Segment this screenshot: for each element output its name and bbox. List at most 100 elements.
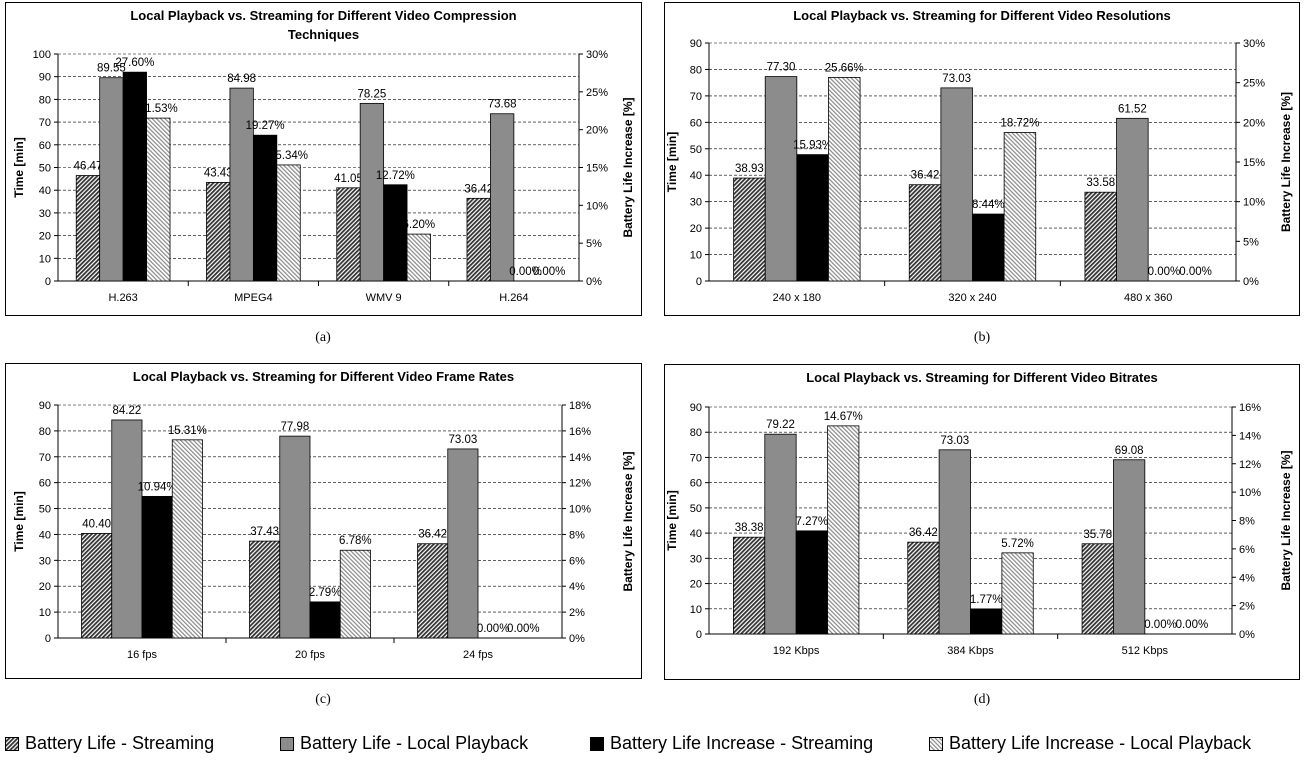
y-tick-label: 40 — [690, 528, 702, 540]
bar-streaming — [1081, 543, 1114, 635]
legend-item-streaming: Battery Life - Streaming — [5, 733, 214, 754]
data-label-local-playback: 89.55 — [97, 63, 126, 75]
bar-streaming — [733, 536, 766, 635]
y2-tick-label: 4% — [1239, 572, 1255, 584]
chart-title: Local Playback vs. Streaming for Differe… — [130, 8, 516, 23]
caption-b: (b) — [973, 330, 991, 345]
data-label-local-playback: 69.08 — [1115, 445, 1144, 457]
bar-increase-local-playback — [146, 117, 171, 282]
y-tick-label: 60 — [690, 478, 702, 490]
y2-tick-label: 5% — [586, 238, 602, 250]
data-label-local-playback: 79.22 — [766, 419, 795, 431]
x-tick-label: MPEG4 — [234, 292, 273, 304]
x-tick-label: 512 Kbps — [1122, 645, 1169, 657]
x-tick-label: 192 Kbps — [773, 645, 820, 657]
bar-local-playback — [764, 433, 797, 635]
bar-increase-streaming — [141, 495, 173, 639]
y-tick-label: 10 — [39, 253, 51, 265]
legend-swatch-gray — [280, 736, 294, 751]
y-tick-label: 0 — [696, 276, 702, 288]
data-label-local-playback: 77.30 — [767, 62, 796, 74]
data-label-streaming: 43.43 — [204, 167, 233, 179]
y-tick-label: 20 — [690, 223, 702, 235]
y-tick-label: 30 — [39, 208, 51, 220]
x-tick-label: 24 fps — [463, 649, 493, 661]
data-label-local-playback: 77.98 — [280, 421, 309, 433]
y2-tick-label: 16% — [1239, 402, 1261, 414]
bar-local-playback — [111, 419, 143, 639]
bar-streaming — [1084, 191, 1117, 282]
data-label-increase-streaming: 10.94% — [138, 481, 177, 493]
x-tick-label: 320 x 240 — [948, 292, 996, 304]
data-label-streaming: 38.38 — [735, 522, 764, 534]
y2-tick-label: 5% — [1243, 236, 1259, 248]
y-tick-label: 20 — [39, 231, 51, 243]
data-label-increase-local-playback: 14.67% — [824, 411, 863, 423]
y2-tick-label: 6% — [1239, 544, 1255, 556]
data-label-streaming: 36.42 — [909, 527, 938, 539]
y-tick-label: 10 — [690, 250, 702, 262]
data-label-streaming: 35.78 — [1083, 529, 1112, 541]
data-label-increase-streaming: 15.93% — [793, 140, 832, 152]
data-label-local-playback: 73.03 — [940, 435, 969, 447]
chart-title: Local Playback vs. Streaming for Differe… — [133, 369, 514, 384]
y2-tick-label: 2% — [1239, 601, 1255, 613]
y2-tick-label: 0% — [569, 633, 585, 645]
chart-panel-frame-rate: Local Playback vs. Streaming for Differe… — [5, 363, 642, 679]
data-label-increase-streaming: 1.77% — [970, 594, 1003, 606]
bar-local-playback — [940, 87, 973, 282]
data-label-increase-local-playback: 0.00% — [507, 623, 540, 635]
data-label-increase-streaming: 0.00% — [509, 266, 542, 278]
chart-title: Local Playback vs. Streaming for Differe… — [793, 8, 1171, 23]
legend-swatch-diag-light — [929, 736, 943, 751]
data-label-increase-local-playback: 0.00% — [1176, 619, 1209, 631]
y-tick-label: 50 — [690, 503, 702, 515]
y-tick-label: 80 — [39, 426, 51, 438]
bar-streaming — [466, 197, 491, 282]
y-tick-label: 60 — [690, 117, 702, 129]
y-tick-label: 50 — [690, 144, 702, 156]
data-label-local-playback: 73.03 — [942, 73, 971, 85]
y-tick-label: 60 — [39, 140, 51, 152]
y-axis-label: Time [min] — [665, 132, 679, 192]
y2-tick-label: 0% — [1239, 629, 1255, 641]
y-tick-label: 20 — [39, 581, 51, 593]
y2-tick-label: 18% — [569, 400, 591, 412]
y-tick-label: 70 — [39, 117, 51, 129]
y-tick-label: 100 — [33, 49, 51, 61]
legend-swatch-black — [590, 736, 604, 751]
bar-local-playback — [1113, 459, 1146, 635]
data-label-increase-streaming: 2.79% — [309, 587, 342, 599]
y-tick-label: 80 — [690, 64, 702, 76]
y-tick-label: 70 — [690, 91, 702, 103]
data-label-increase-streaming: 27.60% — [115, 57, 154, 69]
y2-tick-label: 10% — [569, 504, 591, 516]
bar-streaming — [75, 175, 101, 282]
y2-tick-label: 12% — [569, 478, 591, 490]
y-tick-label: 30 — [690, 553, 702, 565]
y2-axis-label: Battery Life Increase [%] — [621, 97, 635, 237]
chart-svg-frame-rate: Local Playback vs. Streaming for Differe… — [12, 369, 635, 661]
y2-tick-label: 25% — [586, 87, 608, 99]
y-tick-label: 50 — [39, 504, 51, 516]
y-tick-label: 0 — [45, 276, 51, 288]
y-tick-label: 40 — [690, 170, 702, 182]
y-tick-label: 10 — [690, 604, 702, 616]
y2-axis-label: Battery Life Increase [%] — [621, 451, 635, 591]
y2-tick-label: 25% — [1243, 78, 1265, 90]
bar-local-playback — [99, 77, 124, 282]
x-tick-label: 240 x 180 — [773, 292, 821, 304]
bar-increase-local-playback — [1001, 552, 1034, 635]
y-axis-label: Time [min] — [12, 491, 26, 551]
data-label-increase-local-playback: 25.66% — [825, 62, 864, 74]
data-label-streaming: 33.58 — [1086, 177, 1115, 189]
bar-increase-local-playback — [276, 164, 301, 282]
x-tick-label: 384 Kbps — [947, 645, 994, 657]
y2-tick-label: 14% — [569, 452, 591, 464]
chart-panel-bitrate: Local Playback vs. Streaming for Differe… — [664, 364, 1300, 680]
y-tick-label: 90 — [39, 400, 51, 412]
y-tick-label: 80 — [690, 427, 702, 439]
y-tick-label: 30 — [690, 197, 702, 209]
data-label-increase-local-playback: 6.20% — [402, 219, 435, 231]
y-tick-label: 40 — [39, 185, 51, 197]
